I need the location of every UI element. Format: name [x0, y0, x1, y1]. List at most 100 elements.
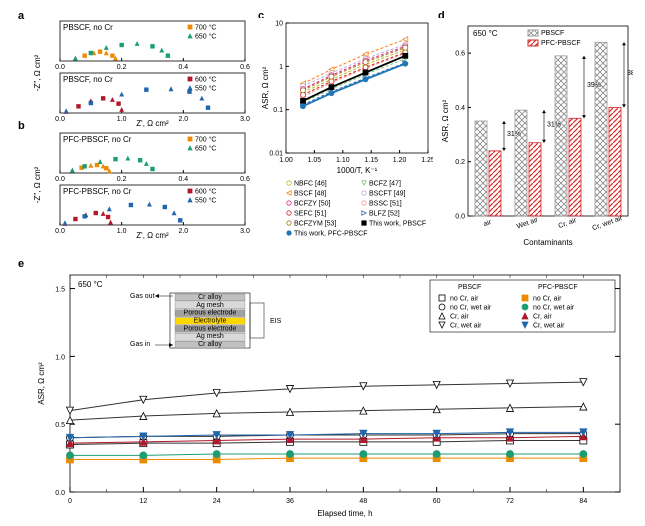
svg-text:Wet air: Wet air [516, 216, 540, 230]
svg-text:-Z'', Ω cm²: -Z'', Ω cm² [33, 54, 42, 91]
svg-text:PFC-PBSCF: PFC-PBSCF [538, 284, 578, 291]
panel-a: 0.00.20.40.6PBSCF, no Cr700 °C650 °C0.01… [30, 18, 250, 128]
svg-text:Gas out: Gas out [130, 293, 155, 300]
svg-text:3.0: 3.0 [240, 116, 250, 123]
svg-text:0.2: 0.2 [455, 159, 465, 166]
svg-text:Cr, air: Cr, air [558, 217, 579, 230]
svg-text:ASR, Ω cm²: ASR, Ω cm² [441, 99, 450, 142]
svg-text:PBSCF, no Cr: PBSCF, no Cr [63, 23, 113, 32]
svg-text:no Cr, air: no Cr, air [533, 296, 562, 303]
svg-text:PFC-PBSCF, no Cr: PFC-PBSCF, no Cr [63, 135, 132, 144]
svg-text:Contaminants: Contaminants [523, 238, 572, 247]
svg-text:0.2: 0.2 [117, 64, 127, 71]
svg-text:Porous electrode: Porous electrode [184, 325, 237, 332]
svg-text:700 °C: 700 °C [195, 24, 216, 32]
svg-text:2.0: 2.0 [178, 116, 188, 123]
panel-b: 0.00.20.40.6PFC-PBSCF, no Cr700 °C650 °C… [30, 130, 250, 240]
svg-text:BSCF [48]: BSCF [48] [294, 191, 326, 198]
panel-c: 1.00 1.05 1.10 1.15 1.20 1.25 0.01 0.1 1 10 1000/T… [258, 18, 433, 248]
svg-text:0.01: 0.01 [269, 151, 283, 158]
svg-text:550 °C: 550 °C [195, 197, 216, 205]
svg-text:0.2: 0.2 [117, 176, 127, 183]
svg-text:1.0: 1.0 [117, 116, 127, 123]
svg-text:Cr, air: Cr, air [533, 314, 552, 321]
svg-text:72: 72 [506, 498, 514, 505]
svg-text:650 °C: 650 °C [195, 145, 216, 153]
svg-text:1.0: 1.0 [117, 228, 127, 235]
svg-text:0.6: 0.6 [240, 176, 250, 183]
svg-text:Porous electrode: Porous electrode [184, 310, 237, 317]
svg-text:PFC-PBSCF: PFC-PBSCF [541, 40, 581, 47]
svg-text:BSCFT [49]: BSCFT [49] [369, 191, 405, 198]
svg-text:ASR, Ω cm²: ASR, Ω cm² [261, 66, 270, 109]
svg-text:0.6: 0.6 [240, 64, 250, 71]
svg-text:36: 36 [286, 498, 294, 505]
svg-text:no Cr, wet air: no Cr, wet air [533, 305, 575, 312]
svg-text:Z', Ω cm²: Z', Ω cm² [136, 231, 169, 240]
svg-text:no Cr, wet air: no Cr, wet air [450, 305, 492, 312]
svg-text:1.20: 1.20 [393, 157, 407, 164]
svg-text:650 °C: 650 °C [473, 29, 498, 38]
svg-text:air: air [483, 219, 493, 228]
svg-text:48: 48 [359, 498, 367, 505]
svg-text:1.5: 1.5 [55, 287, 65, 294]
svg-text:PBSCF, no Cr: PBSCF, no Cr [63, 75, 113, 84]
svg-text:Elapsed time, h: Elapsed time, h [317, 509, 372, 518]
svg-text:0.4: 0.4 [178, 176, 188, 183]
svg-text:2.0: 2.0 [178, 228, 188, 235]
svg-text:Cr, wet air: Cr, wet air [450, 323, 482, 330]
svg-text:BCFZY [50]: BCFZY [50] [294, 201, 330, 208]
svg-text:BCFZYM [53]: BCFZYM [53] [294, 221, 336, 228]
svg-text:1.0: 1.0 [55, 354, 65, 361]
svg-text:1.25: 1.25 [421, 157, 433, 164]
svg-text:Cr alloy: Cr alloy [198, 294, 222, 301]
svg-text:EIS: EIS [270, 318, 282, 325]
svg-text:600 °C: 600 °C [195, 76, 216, 84]
svg-text:Cr alloy: Cr alloy [198, 341, 222, 348]
svg-text:3.0: 3.0 [240, 228, 250, 235]
svg-text:PFC-PBSCF, no Cr: PFC-PBSCF, no Cr [63, 187, 132, 196]
panel-label-e: e [18, 258, 24, 270]
svg-text:650 °C: 650 °C [195, 33, 216, 41]
svg-text:BLFZ [52]: BLFZ [52] [369, 211, 400, 218]
svg-text:1000/T, K⁻¹: 1000/T, K⁻¹ [337, 166, 378, 175]
svg-text:650 °C: 650 °C [78, 280, 103, 289]
svg-text:84: 84 [579, 498, 587, 505]
svg-text:ASR, Ω cm²: ASR, Ω cm² [37, 362, 46, 405]
svg-text:0.0: 0.0 [55, 116, 65, 123]
svg-text:0.4: 0.4 [178, 64, 188, 71]
svg-text:-Z'', Ω cm²: -Z'', Ω cm² [33, 166, 42, 203]
svg-text:PBSCF: PBSCF [458, 284, 481, 291]
svg-text:Cr, wet air: Cr, wet air [591, 215, 624, 233]
svg-text:Z', Ω cm²: Z', Ω cm² [136, 119, 169, 128]
panel-label-b: b [18, 120, 25, 132]
svg-text:0: 0 [68, 498, 72, 505]
svg-text:600 °C: 600 °C [195, 188, 216, 196]
svg-text:1.10: 1.10 [336, 157, 350, 164]
svg-text:0.0: 0.0 [55, 228, 65, 235]
svg-text:10: 10 [275, 21, 283, 28]
svg-text:0.6: 0.6 [455, 51, 465, 58]
svg-text:1.00: 1.00 [279, 157, 293, 164]
svg-text:This work, PBSCF: This work, PBSCF [369, 221, 426, 228]
svg-text:BCFZ [47]: BCFZ [47] [369, 181, 401, 188]
svg-text:38%: 38% [627, 70, 633, 77]
svg-text:1: 1 [279, 64, 283, 71]
svg-text:550 °C: 550 °C [195, 85, 216, 93]
svg-text:This work, PFC-PBSCF: This work, PFC-PBSCF [294, 231, 368, 238]
svg-text:1.05: 1.05 [308, 157, 322, 164]
svg-text:24: 24 [213, 498, 221, 505]
svg-text:0.4: 0.4 [455, 105, 465, 112]
svg-text:1.15: 1.15 [364, 157, 378, 164]
svg-text:0.5: 0.5 [55, 422, 65, 429]
svg-text:PBSCF: PBSCF [541, 30, 564, 37]
svg-text:0.1: 0.1 [273, 107, 283, 114]
svg-text:Cr, air: Cr, air [450, 314, 469, 321]
svg-text:60: 60 [433, 498, 441, 505]
svg-text:BSSC [51]: BSSC [51] [369, 201, 402, 208]
svg-text:no Cr, air: no Cr, air [450, 296, 479, 303]
svg-text:Gas in: Gas in [130, 341, 150, 348]
svg-text:SEFC [51]: SEFC [51] [294, 211, 326, 218]
svg-text:Cr, wet air: Cr, wet air [533, 323, 565, 330]
svg-text:0.0: 0.0 [455, 214, 465, 221]
